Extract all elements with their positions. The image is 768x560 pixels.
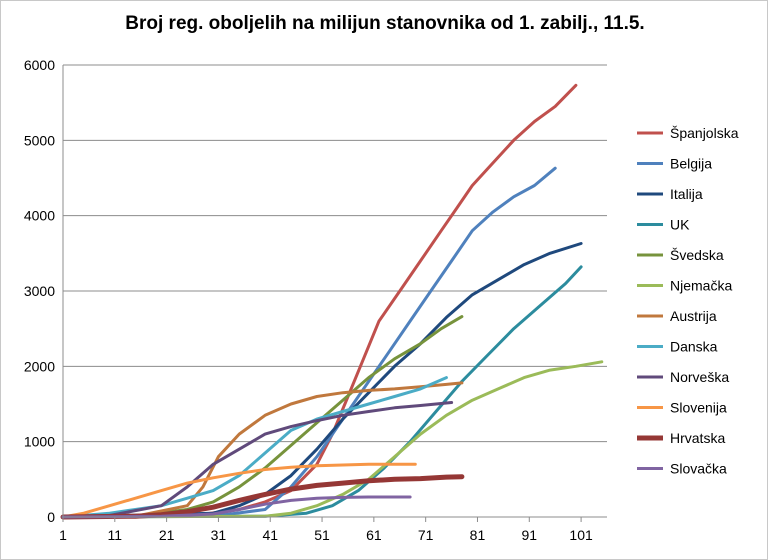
legend-label: Austrija <box>670 308 717 324</box>
y-tick-label: 4000 <box>24 208 55 224</box>
legend-label: Danska <box>670 339 718 355</box>
x-tick-label: 51 <box>314 527 330 543</box>
legend-label: Slovačka <box>670 461 727 477</box>
series-line-3 <box>61 242 583 519</box>
x-tick-label: 91 <box>521 527 537 543</box>
series-line-2 <box>61 166 557 519</box>
x-tick-label: 31 <box>211 527 227 543</box>
y-tick-label: 6000 <box>24 57 55 73</box>
x-tick-label: 1 <box>59 527 67 543</box>
legend: Španjolska Belgija Italija UK Švedska Njemačk… <box>637 125 739 477</box>
series-line-5 <box>61 315 464 519</box>
x-tick-label: 21 <box>159 527 175 543</box>
x-tick-label: 61 <box>366 527 382 543</box>
x-tick-label: 71 <box>418 527 434 543</box>
legend-label: Švedska <box>670 247 724 263</box>
series-line-9 <box>61 401 454 519</box>
series-line-7 <box>61 381 464 519</box>
series-line-1 <box>61 83 578 519</box>
legend-label: Belgija <box>670 156 712 172</box>
series-line-12 <box>61 495 412 519</box>
x-tick-label: 101 <box>569 527 593 543</box>
x-tick-label: 11 <box>108 527 123 543</box>
series-line-8 <box>61 376 448 519</box>
y-tick-label: 0 <box>47 509 55 525</box>
y-tick-label: 5000 <box>24 132 55 148</box>
series-line-4 <box>61 265 583 519</box>
x-tick-label: 41 <box>262 527 278 543</box>
y-tick-label: 3000 <box>24 283 55 299</box>
grid-layer <box>63 64 607 518</box>
y-tick-label: 2000 <box>24 358 55 374</box>
legend-label: Italija <box>670 186 703 202</box>
legend-label: Norveška <box>670 369 729 385</box>
series-layer <box>60 83 604 520</box>
legend-label: UK <box>670 217 690 233</box>
chart-title: Broj reg. oboljelih na milijun stanovnik… <box>125 13 645 34</box>
legend-label: Slovenija <box>670 400 727 416</box>
series-line-10 <box>61 462 417 519</box>
legend-label: Njemačka <box>670 278 732 294</box>
x-tick-label: 81 <box>470 527 486 543</box>
series-line-6 <box>61 360 604 519</box>
legend-label: Hrvatska <box>670 430 725 446</box>
y-tick-label: 1000 <box>24 434 55 450</box>
series-line-11 <box>60 474 465 520</box>
legend-label: Španjolska <box>670 125 739 141</box>
